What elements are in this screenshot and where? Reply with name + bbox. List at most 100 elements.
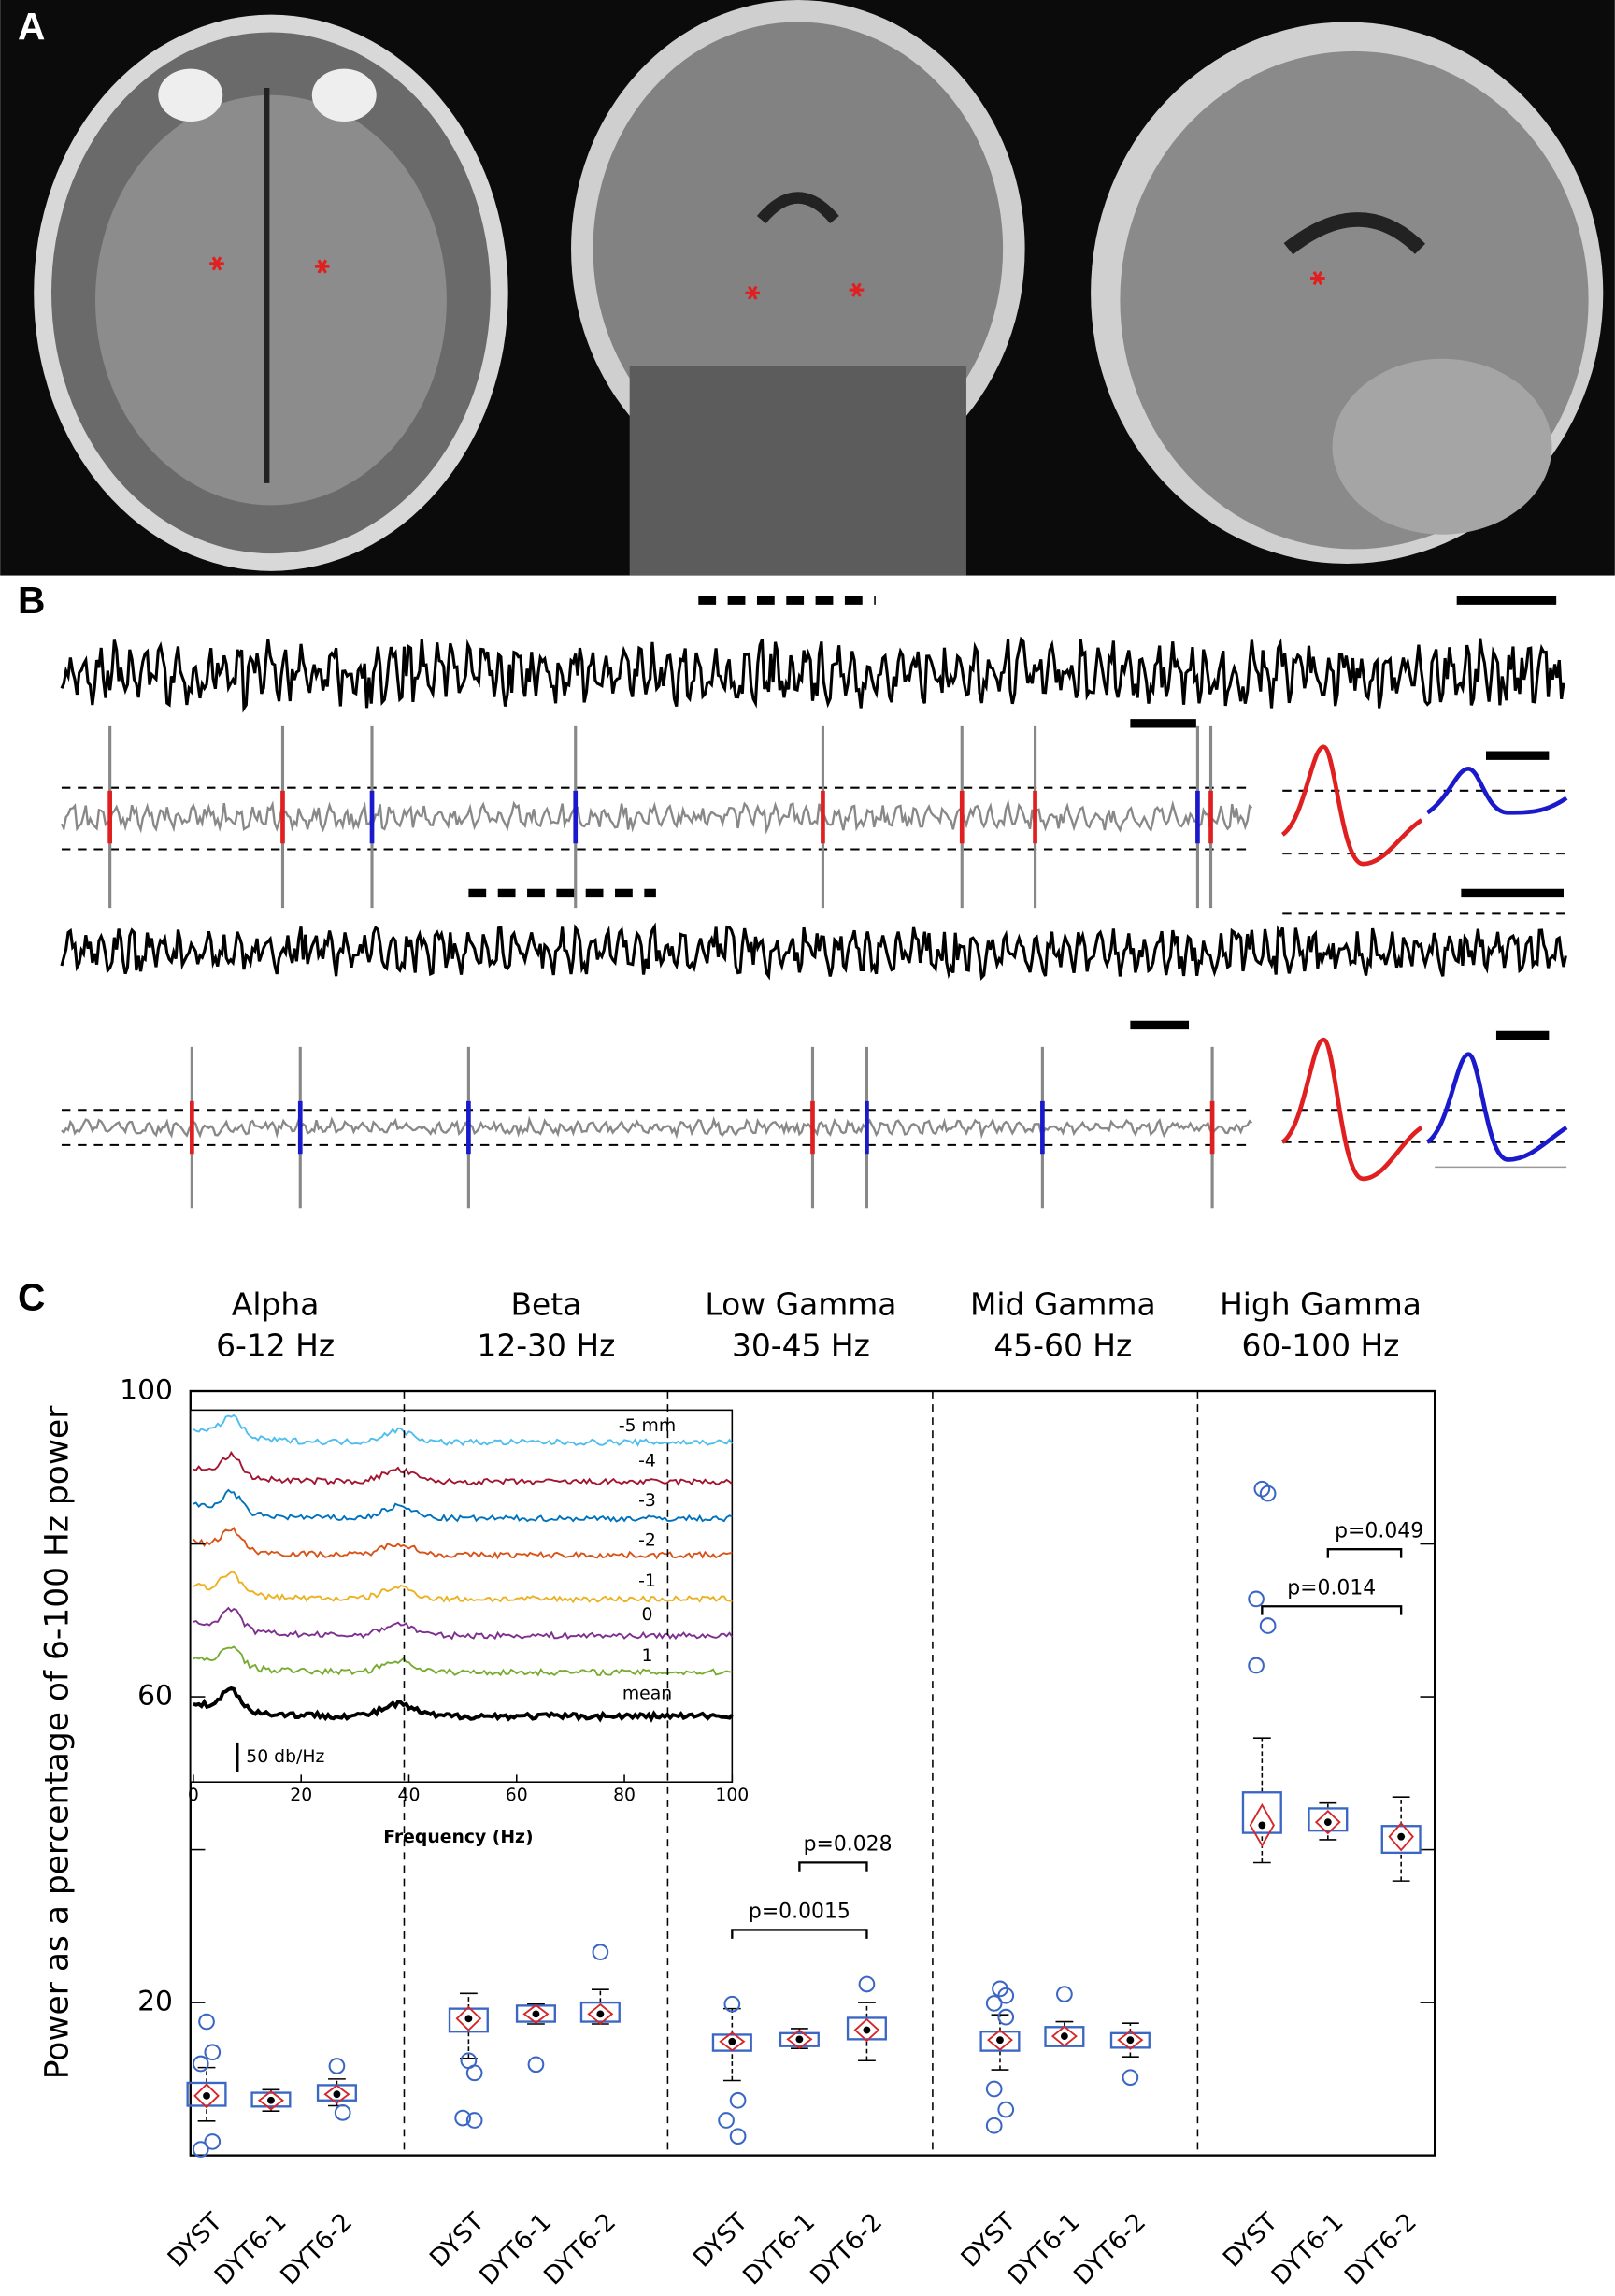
- outlier: [729, 2091, 747, 2109]
- outlier: [1248, 1590, 1265, 1608]
- star-stroke: [1312, 271, 1323, 286]
- star-stroke: [851, 282, 862, 297]
- mean-diamond: [257, 2090, 285, 2111]
- spectrum: [193, 1645, 733, 1677]
- star-stroke: [317, 259, 328, 274]
- mean-diamond: [1388, 1821, 1414, 1852]
- x-tick-label: DYT6-1: [1003, 2207, 1086, 2290]
- box: [1109, 2031, 1151, 2049]
- box: [1241, 1791, 1282, 1834]
- significance-bracket: [1326, 1547, 1403, 1558]
- outlier: [527, 2056, 545, 2074]
- waveform: [1425, 1052, 1568, 1162]
- box: [1308, 1807, 1349, 1832]
- mean: [1060, 2032, 1068, 2040]
- outlier: [192, 2055, 209, 2073]
- p-value: p=0.0015: [749, 1901, 850, 1924]
- spectrum: [193, 1488, 733, 1523]
- recording-traces: [60, 596, 1568, 1209]
- outlier: [1259, 1617, 1277, 1634]
- mean-diamond: [719, 2031, 746, 2052]
- target-markers: [209, 256, 1325, 300]
- mri-axial: [34, 14, 508, 571]
- mri-coronal: [571, 0, 1025, 576]
- trace-label: -3: [638, 1491, 656, 1511]
- box: [579, 2001, 621, 2023]
- inset-x-tick-label: 100: [715, 1786, 749, 1805]
- outlier: [858, 1975, 876, 1993]
- outlier: [997, 1987, 1015, 2004]
- mean: [795, 2035, 804, 2044]
- trace: [60, 798, 1253, 835]
- x-tick-label: DYT6-2: [805, 2207, 888, 2290]
- panel-label: A: [18, 5, 45, 48]
- mean: [1258, 1821, 1266, 1830]
- trace-label: -2: [638, 1530, 656, 1550]
- mean: [1397, 1832, 1406, 1841]
- outlier: [1259, 1485, 1277, 1502]
- band-range: 45-60 Hz: [993, 1327, 1132, 1364]
- band-range: 30-45 Hz: [732, 1327, 870, 1364]
- db-scale-label: 50 db/Hz: [246, 1747, 324, 1767]
- mean: [1323, 1818, 1332, 1827]
- significance-bracket: [1261, 1605, 1403, 1615]
- x-tick-label: DYT6-2: [1068, 2207, 1151, 2290]
- trace-label: -5 mm: [619, 1416, 676, 1436]
- mean: [996, 2036, 1004, 2045]
- mean-diamond: [1117, 2030, 1144, 2050]
- outlier: [192, 2141, 209, 2158]
- mean-diamond: [587, 2002, 614, 2025]
- spectrum: [193, 1450, 733, 1486]
- outlier: [465, 2112, 483, 2129]
- outlier: [1248, 1657, 1265, 1674]
- trace: [61, 1115, 1253, 1140]
- mean: [863, 2026, 871, 2034]
- p-value: p=0.028: [804, 1833, 893, 1857]
- mean: [267, 2096, 275, 2104]
- star-stroke: [211, 256, 222, 271]
- panel-label: B: [18, 579, 45, 622]
- panel-label: C: [18, 1276, 45, 1319]
- outlier: [985, 2117, 1003, 2134]
- inset-x-tick-label: 40: [398, 1786, 421, 1805]
- mri-sagittal: [1091, 22, 1604, 565]
- mean-diamond: [986, 2029, 1013, 2051]
- spectrum: [193, 1413, 734, 1447]
- mean-diamond: [193, 2083, 220, 2109]
- outlier: [718, 2112, 735, 2129]
- outlier: [328, 2058, 346, 2074]
- band-range: 6-12 Hz: [216, 1327, 335, 1364]
- band-title: Beta: [510, 1286, 581, 1323]
- inset: 0 20 40 60 80 100 Frequency (Hz) -5 mm -4 -3 -2 -1 0…: [188, 1409, 749, 1847]
- x-tick-label: DYT6-2: [275, 2207, 358, 2290]
- band-title: Alpha: [232, 1286, 319, 1323]
- outlier: [204, 2133, 222, 2150]
- y-tick-label: 20: [137, 1986, 173, 2018]
- trace-label: 0: [642, 1605, 653, 1625]
- outlier: [997, 2101, 1015, 2118]
- y-tick-label: 100: [120, 1374, 173, 1407]
- box: [846, 2016, 887, 2041]
- x-tick-label: DYT6-1: [209, 2207, 293, 2290]
- outlier: [985, 1995, 1003, 2012]
- box: [779, 2031, 820, 2047]
- mean-diamond: [522, 2003, 550, 2024]
- trace: [60, 636, 1565, 713]
- inset-x-tick-label: 0: [188, 1786, 199, 1805]
- band-range: 12-30 Hz: [477, 1327, 615, 1364]
- box: [448, 2007, 489, 2033]
- outlier: [465, 2064, 483, 2082]
- mean-diamond: [1314, 1810, 1341, 1835]
- x-tick-label: DYT6-2: [1339, 2207, 1422, 2290]
- spectrum: [193, 1606, 734, 1641]
- outlier: [985, 2080, 1003, 2098]
- spectrum: [193, 1686, 734, 1723]
- x-tick-label: DYT6-1: [1266, 2207, 1350, 2290]
- mean-diamond: [1050, 2025, 1078, 2047]
- spectrum: [193, 1571, 733, 1604]
- waveform: [1425, 766, 1568, 815]
- outlier: [729, 2128, 747, 2145]
- y-axis-label: Power as a percentage of 6-100 Hz power: [38, 1405, 76, 2079]
- significance-bracket: [798, 1861, 868, 1872]
- trace-label: mean: [622, 1685, 672, 1704]
